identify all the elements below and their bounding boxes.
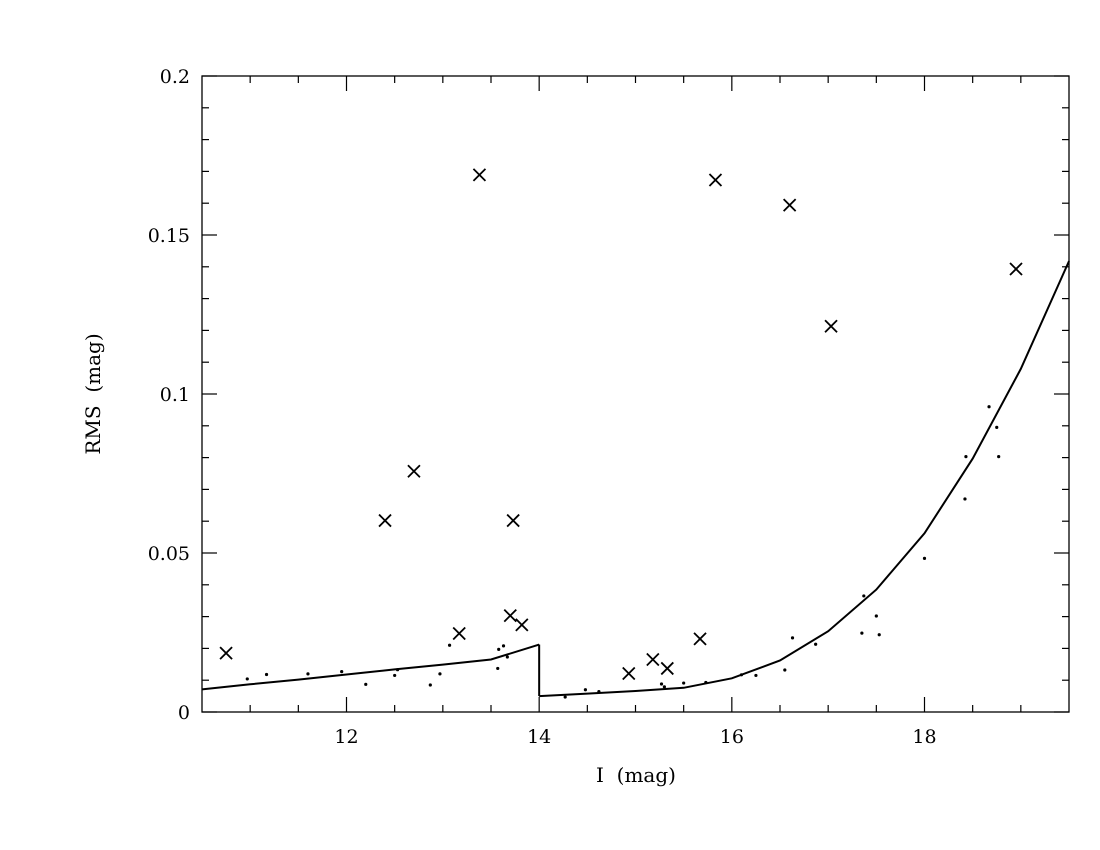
dot-point: [428, 683, 432, 687]
dot-point: [874, 614, 878, 618]
cross-stroke: [824, 319, 838, 333]
dot-point: [497, 647, 501, 651]
dot-point: [496, 666, 500, 671]
dot-point: [393, 673, 397, 678]
cross-stroke: [693, 632, 707, 646]
dot-point: [963, 497, 967, 501]
dot-point: [662, 685, 667, 689]
y-axis-ticks: 0 0.05 0.1 0.15 0.2: [148, 66, 1069, 724]
dot-point: [583, 688, 588, 692]
cross-point: [660, 661, 674, 676]
dot-point: [659, 682, 664, 686]
cross-point: [1009, 262, 1023, 276]
dot-point: [364, 682, 368, 686]
x-tick-label: 18: [912, 726, 936, 748]
cross-point: [219, 646, 233, 660]
y-tick-label: 0.2: [160, 66, 190, 88]
dot-point: [501, 644, 506, 648]
dot-points: [245, 405, 1001, 699]
x-tick-label: 12: [334, 726, 358, 748]
dot-point: [860, 631, 864, 635]
dot-point: [814, 642, 818, 646]
dot-point: [997, 455, 1001, 459]
model-curve-bright: [201, 643, 540, 691]
dot-point: [306, 672, 310, 676]
cross-point: [622, 666, 636, 681]
cross-point: [708, 173, 723, 187]
dot-point: [438, 672, 442, 676]
dot-point: [264, 672, 269, 677]
model-curve-faint: [539, 260, 1070, 698]
dot-point: [563, 695, 567, 699]
dot-point: [704, 680, 708, 685]
x-tick-label: 16: [720, 726, 744, 748]
cross-point: [452, 626, 466, 641]
model-curves: [201, 260, 1070, 698]
x-axis-ticks: 12 14 16 18: [249, 76, 1022, 748]
cross-stroke: [782, 198, 797, 212]
y-tick-label: 0.1: [160, 384, 190, 406]
dot-point: [245, 677, 249, 681]
cross-point: [378, 513, 392, 528]
dot-point: [739, 673, 744, 677]
dot-point: [340, 670, 344, 674]
cross-stroke: [503, 609, 517, 623]
cross-stroke: [660, 661, 674, 676]
dot-point: [790, 636, 795, 640]
y-tick-label: 0.15: [148, 225, 190, 247]
cross-point: [646, 652, 660, 667]
cross-stroke: [452, 626, 466, 641]
cross-stroke: [622, 666, 636, 681]
dot-point: [505, 655, 509, 659]
cross-point: [506, 513, 520, 528]
cross-stroke: [1009, 262, 1023, 276]
cross-points: [219, 168, 1023, 681]
y-tick-label: 0.05: [148, 543, 190, 565]
dot-point: [964, 455, 968, 459]
cross-point: [515, 618, 529, 632]
cross-stroke: [378, 513, 392, 528]
x-tick-label: 14: [527, 726, 551, 748]
cross-point: [824, 319, 838, 333]
dot-point: [862, 594, 866, 598]
y-tick-label: 0: [178, 702, 190, 724]
dot-point: [783, 668, 787, 672]
dot-point: [395, 668, 400, 672]
dot-point: [754, 673, 758, 678]
dot-point: [682, 681, 686, 685]
cross-stroke: [515, 618, 529, 632]
x-axis-label: I (mag): [596, 763, 676, 787]
cross-stroke: [506, 513, 520, 528]
dot-point: [922, 556, 927, 561]
dot-point: [995, 425, 999, 429]
dot-point: [447, 643, 452, 647]
plot-frame: [201, 75, 1070, 713]
plot-border: [201, 75, 1070, 713]
cross-stroke: [219, 646, 233, 660]
dot-point: [597, 690, 601, 694]
cross-stroke: [472, 168, 487, 182]
cross-point: [782, 198, 797, 212]
cross-stroke: [708, 173, 723, 187]
cross-stroke: [407, 464, 421, 478]
dot-point: [987, 405, 991, 409]
cross-point: [503, 609, 517, 623]
y-axis-label: RMS (mag): [81, 333, 105, 454]
cross-point: [407, 464, 421, 478]
cross-stroke: [646, 652, 660, 667]
cross-point: [693, 632, 707, 646]
cross-point: [472, 168, 487, 182]
dot-point: [877, 633, 881, 637]
